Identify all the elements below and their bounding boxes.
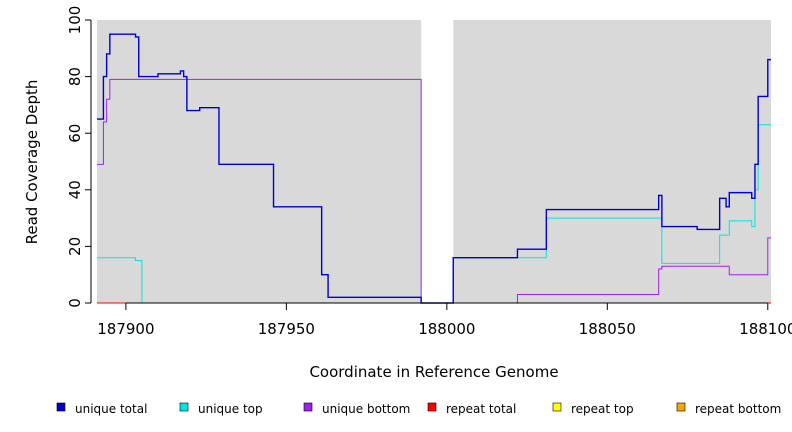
y-tick-label: 60	[66, 124, 84, 143]
legend-label: unique bottom	[322, 402, 410, 416]
legend-label: unique total	[75, 402, 147, 416]
x-tick-label: 188000	[418, 320, 475, 338]
x-tick-label: 188050	[579, 320, 636, 338]
y-tick-label: 100	[66, 6, 84, 35]
legend-swatch-unique-top	[179, 402, 189, 412]
x-tick-label: 187900	[97, 320, 154, 338]
series-line-unique-total	[97, 33, 771, 304]
x-tick-label: 188100	[739, 320, 792, 338]
legend-swatch-unique-total	[56, 402, 66, 412]
gap-regions	[421, 20, 454, 303]
legend-swatch-repeat-bottom	[676, 402, 686, 412]
legend: unique total unique top unique bottom repea…	[56, 402, 781, 416]
series-line-unique-bottom	[97, 78, 771, 304]
x-axis-title: Coordinate in Reference Genome	[309, 363, 558, 381]
y-axis-title: Read Coverage Depth	[23, 80, 41, 245]
axes: 0 20 40 60 80 100 187900 187950 188000 188050 1881…	[66, 6, 792, 338]
legend-label: unique top	[198, 402, 263, 416]
gap-region	[421, 20, 454, 303]
y-tick-label: 0	[66, 298, 84, 308]
legend-label: repeat total	[446, 402, 516, 416]
legend-label: repeat bottom	[695, 402, 781, 416]
y-tick-label: 80	[66, 67, 84, 86]
legend-label: repeat top	[571, 402, 634, 416]
x-tick-label: 187950	[258, 320, 315, 338]
y-tick-label: 40	[66, 180, 84, 199]
legend-swatch-unique-bottom	[303, 402, 313, 412]
y-tick-label: 20	[66, 237, 84, 256]
legend-swatch-repeat-total	[427, 402, 437, 412]
legend-swatch-repeat-top	[552, 402, 562, 412]
